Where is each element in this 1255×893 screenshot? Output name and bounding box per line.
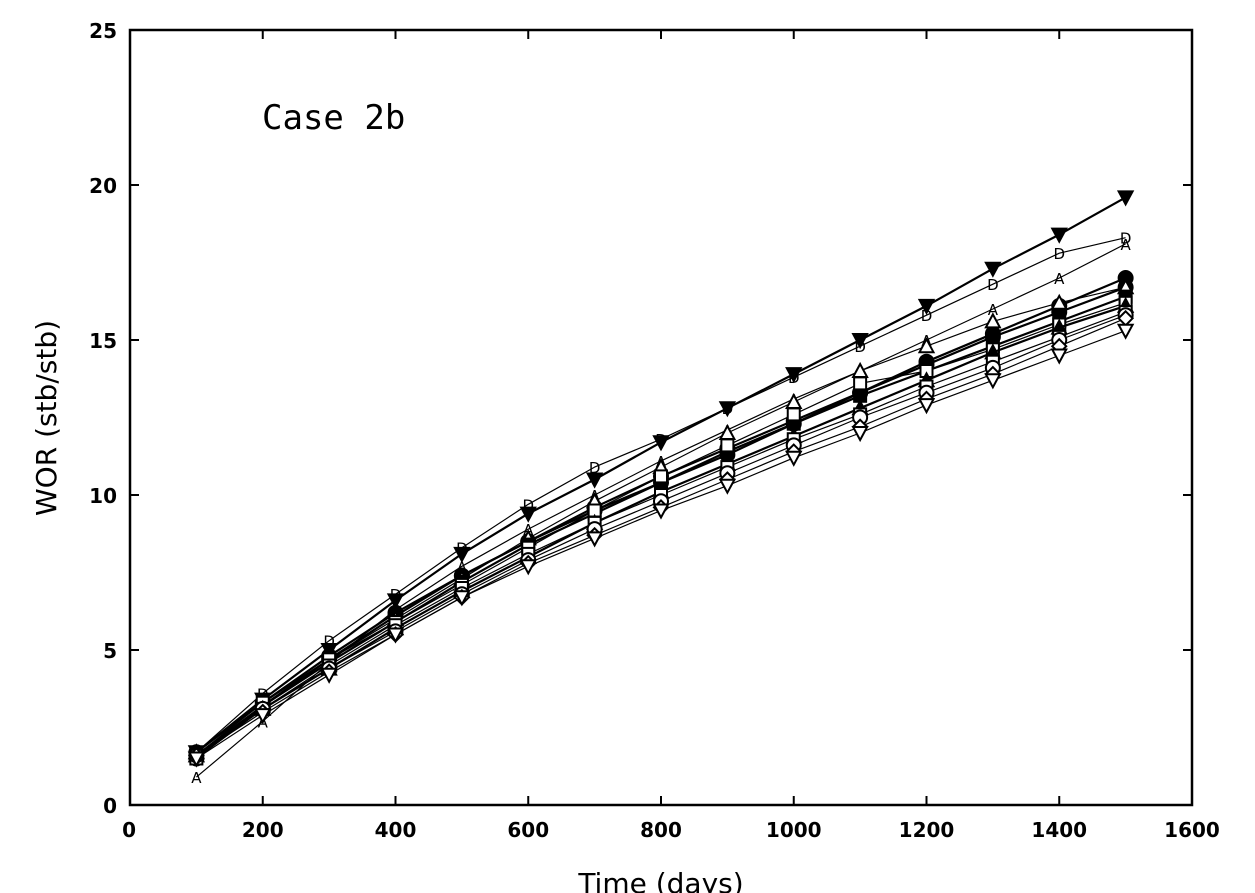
y-tick-label: 15	[89, 329, 117, 353]
y-tick-label: 20	[89, 174, 117, 198]
x-tick-label: 1400	[1031, 818, 1087, 842]
y-tick-label: 5	[103, 639, 117, 663]
data-point	[1050, 293, 1068, 310]
data-series	[189, 295, 1133, 763]
y-axis-title: WOR (stb/stb)	[30, 320, 63, 516]
x-axis-title: Time (days)	[577, 867, 743, 893]
data-point	[519, 506, 537, 523]
axis-ticks	[129, 29, 1193, 806]
data-point: A	[457, 558, 468, 576]
data-point: D	[788, 369, 800, 387]
data-point	[984, 373, 1002, 390]
series-line	[196, 311, 1126, 759]
data-point	[187, 751, 206, 768]
series-line	[196, 314, 1126, 756]
x-tick-label: 0	[122, 818, 136, 842]
series-line	[196, 237, 1126, 753]
data-point	[320, 667, 338, 684]
x-tick-label: 400	[375, 818, 417, 842]
data-point: D	[323, 633, 335, 651]
data-point	[1050, 227, 1068, 244]
x-tick-label: 1000	[766, 818, 822, 842]
data-point	[453, 590, 471, 607]
data-point	[720, 438, 735, 453]
data-point: A	[988, 301, 999, 319]
data-point	[652, 503, 670, 520]
data-point	[785, 450, 803, 467]
y-tick-label: 10	[89, 484, 117, 508]
case-annotation: Case 2b	[262, 98, 405, 138]
x-tick-label: 1200	[899, 818, 955, 842]
data-point	[652, 435, 670, 452]
data-point	[853, 376, 868, 391]
series-line	[196, 330, 1126, 760]
tick-labels: 0 200 400 600 800 1000 1200 1400 1600 0 5 10 15 20 25	[89, 19, 1220, 842]
x-tick-label: 800	[640, 818, 682, 842]
data-point	[585, 472, 604, 489]
data-point: D	[589, 459, 601, 477]
data-point	[984, 261, 1002, 278]
data-point	[851, 426, 869, 443]
series-line	[196, 317, 1126, 756]
data-point: D	[655, 431, 667, 449]
data-point	[786, 407, 801, 422]
data-point: D	[1053, 245, 1065, 263]
data-point: A	[1120, 236, 1131, 254]
data-point: D	[456, 540, 468, 558]
data-point: D	[854, 338, 866, 356]
data-point	[984, 312, 1002, 329]
data-point	[519, 559, 537, 576]
data-point	[917, 337, 936, 354]
data-point: A	[191, 769, 202, 787]
data-point: D	[1120, 230, 1132, 248]
data-point: D	[987, 276, 999, 294]
data-point	[386, 627, 405, 644]
data-point	[585, 531, 604, 548]
data-point	[1116, 190, 1135, 207]
data-point	[718, 478, 737, 495]
data-point	[254, 708, 272, 725]
data-point	[851, 333, 869, 350]
data-point: D	[522, 496, 534, 514]
y-tick-label: 0	[103, 794, 117, 818]
data-series	[187, 323, 1135, 768]
series-layer: DDDDDDDDDDDDDDDAAAAAAAAAAAAAAA	[187, 190, 1135, 787]
data-point: D	[390, 586, 402, 604]
data-point	[917, 298, 936, 316]
data-point	[1116, 323, 1135, 340]
data-point	[1050, 348, 1068, 365]
x-tick-label: 200	[242, 818, 284, 842]
x-tick-label: 600	[507, 818, 549, 842]
data-point	[917, 398, 936, 415]
data-point: D	[722, 400, 734, 418]
x-tick-label: 1600	[1164, 818, 1220, 842]
data-point: A	[1054, 270, 1065, 288]
data-point: D	[921, 307, 933, 325]
y-tick-label: 25	[89, 19, 117, 43]
data-point	[785, 367, 803, 384]
data-point	[654, 469, 668, 484]
